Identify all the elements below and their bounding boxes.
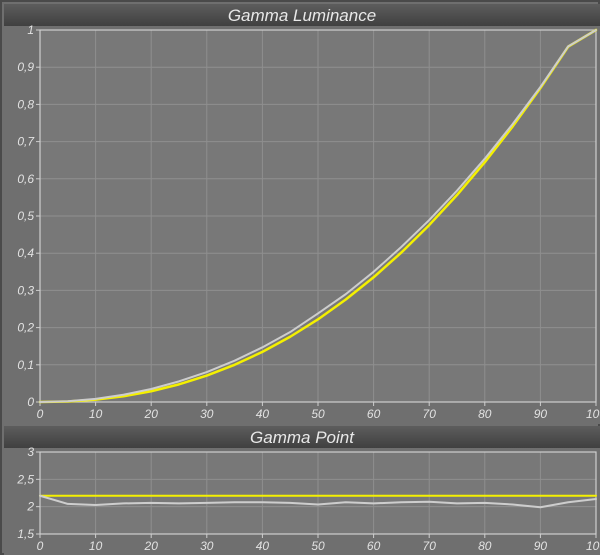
luminance-chart-xtick-label: 70 <box>423 407 437 421</box>
luminance-chart-ytick-label: 0,5 <box>17 209 34 223</box>
point-chart-ytick-label: 3 <box>27 445 34 459</box>
luminance-chart-ytick-label: 0,6 <box>17 172 34 186</box>
point-chart-xtick-label: 70 <box>423 539 437 553</box>
point-chart-title: Gamma Point <box>250 428 355 447</box>
luminance-chart-xtick-label: 30 <box>200 407 214 421</box>
point-chart-xtick-label: 30 <box>200 539 214 553</box>
point-chart-xtick-label: 100 <box>586 539 600 553</box>
point-chart-xtick-label: 80 <box>478 539 492 553</box>
luminance-chart-ytick-label: 0,3 <box>17 283 34 297</box>
luminance-chart-ytick-label: 0,1 <box>17 358 34 372</box>
luminance-chart-xtick-label: 100 <box>586 407 600 421</box>
luminance-chart-title: Gamma Luminance <box>228 6 376 25</box>
point-chart-xtick-label: 0 <box>37 539 44 553</box>
luminance-chart-ytick-label: 0,2 <box>17 321 34 335</box>
luminance-chart-ytick-label: 0,4 <box>17 246 34 260</box>
point-chart-panel: Gamma Point 0 10 20 30 40 50 60 70 80 90 100 1,5 2 2,5… <box>4 426 600 555</box>
luminance-chart-ytick-label: 0 <box>27 395 34 409</box>
point-chart-xtick-label: 50 <box>311 539 325 553</box>
luminance-chart-panel: Gamma Luminance 0 10 20 30 40 50 60 70 80 90 100 0 0,… <box>4 4 600 424</box>
point-chart-xtick-label: 90 <box>534 539 548 553</box>
point-chart-ytick-label: 2 <box>26 500 34 514</box>
luminance-chart-xtick-label: 80 <box>478 407 492 421</box>
luminance-chart-svg: Gamma Luminance 0 10 20 30 40 50 60 70 80 90 100 0 0,… <box>4 4 600 424</box>
luminance-chart-xtick-label: 40 <box>256 407 270 421</box>
point-chart-ytick-label: 2,5 <box>16 472 34 486</box>
point-chart-svg: Gamma Point 0 10 20 30 40 50 60 70 80 90 100 1,5 2 2,5… <box>4 426 600 555</box>
point-chart-xtick-label: 40 <box>256 539 270 553</box>
point-chart-xtick-label: 60 <box>367 539 381 553</box>
luminance-chart-ytick-label: 0,8 <box>17 97 34 111</box>
point-chart-xtick-label: 20 <box>144 539 159 553</box>
luminance-chart-xtick-label: 50 <box>311 407 325 421</box>
luminance-chart-ytick-label: 0,9 <box>17 60 34 74</box>
luminance-chart-ytick-label: 0,7 <box>17 135 35 149</box>
point-chart-xtick-label: 10 <box>89 539 103 553</box>
point-chart-ytick-label: 1,5 <box>17 527 34 541</box>
luminance-chart-xtick-label: 10 <box>89 407 103 421</box>
luminance-chart-xtick-label: 60 <box>367 407 381 421</box>
luminance-chart-xtick-label: 90 <box>534 407 548 421</box>
luminance-chart-ytick-label: 1 <box>27 23 34 37</box>
luminance-chart-xtick-label: 20 <box>144 407 159 421</box>
luminance-chart-xtick-label: 0 <box>37 407 44 421</box>
